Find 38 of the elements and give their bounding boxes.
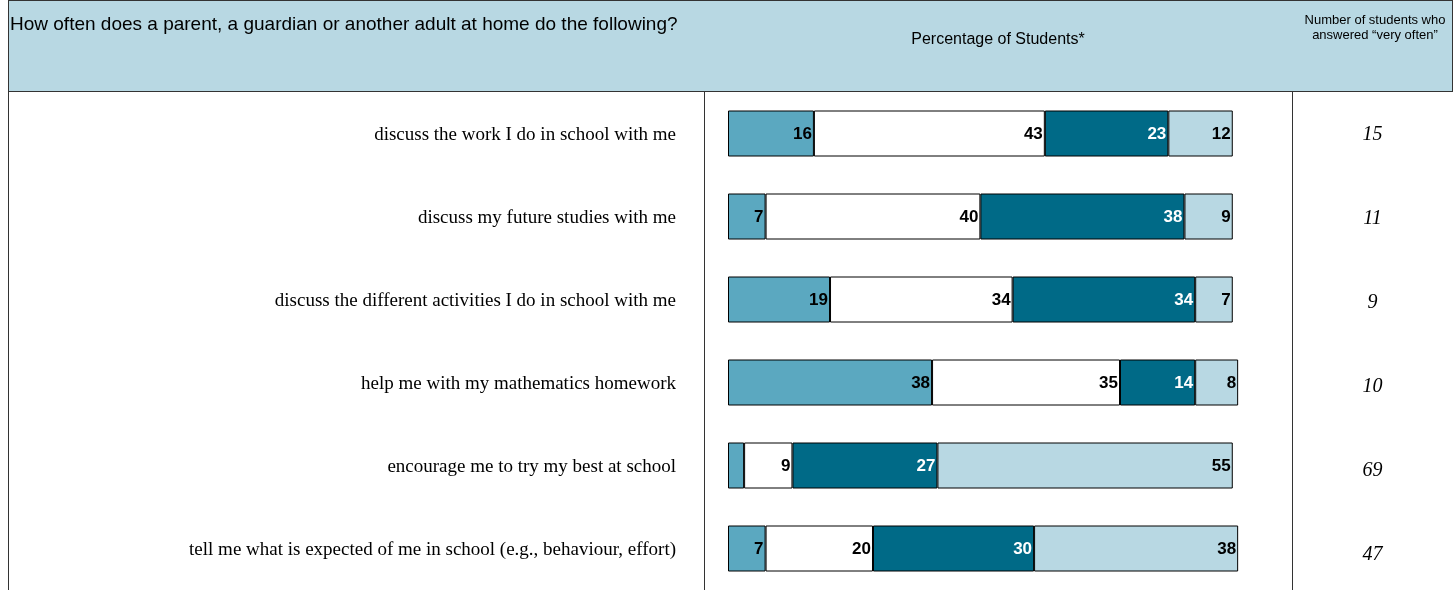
text: 69 xyxy=(1361,458,1384,481)
data-label: 20 xyxy=(852,539,871,558)
y-tick-label: encourage me to try my best at school xyxy=(387,455,676,476)
data-label: 8 xyxy=(1226,373,1237,392)
data-label: 40 xyxy=(959,207,979,226)
data-label: 30 xyxy=(1013,539,1033,558)
data-label: 23 xyxy=(1147,124,1167,143)
text: 9 xyxy=(1366,290,1379,313)
y-tick-label: help me with my mathematics homework xyxy=(360,372,677,393)
y-tick-label: discuss the different activities I do in school with me xyxy=(274,289,676,310)
y-tick-label: discuss my future studies with me xyxy=(417,206,676,227)
data-label: 55 xyxy=(1211,456,1231,475)
data-label: 9 xyxy=(1221,207,1231,226)
data-label: 38 xyxy=(911,373,931,392)
y-tick-label: tell me what is expected of me in school (e.g., behaviour, effort) xyxy=(189,538,676,560)
data-label: 7 xyxy=(754,207,764,226)
data-label: 14 xyxy=(1174,373,1194,392)
data-label: 38 xyxy=(1163,207,1183,226)
data-label: 34 xyxy=(1174,290,1194,309)
data-label: 19 xyxy=(809,290,829,309)
x-axis-title: Percentage of Students* xyxy=(910,30,1086,48)
text: Number of students who answered “very often” xyxy=(1303,12,1447,42)
data-label: 34 xyxy=(991,290,1012,309)
text: 15 xyxy=(1361,122,1384,145)
data-label: 12 xyxy=(1211,124,1231,143)
data-label: 43 xyxy=(1023,124,1043,143)
text: 47 xyxy=(1361,542,1384,565)
data-label: 27 xyxy=(916,456,936,475)
data-label: 9 xyxy=(780,456,791,475)
text: 10 xyxy=(1361,374,1384,397)
y-tick-label: discuss the work I do in school with me xyxy=(374,123,676,144)
text: 11 xyxy=(1362,206,1383,229)
data-label: 16 xyxy=(793,124,812,143)
data-label: 35 xyxy=(1099,373,1119,392)
data-label: 38 xyxy=(1217,539,1237,558)
data-label: 7 xyxy=(1221,290,1231,309)
data-label: 7 xyxy=(754,539,764,558)
text: How often does a parent, a guardian or another adult at home do the following? xyxy=(10,12,679,36)
